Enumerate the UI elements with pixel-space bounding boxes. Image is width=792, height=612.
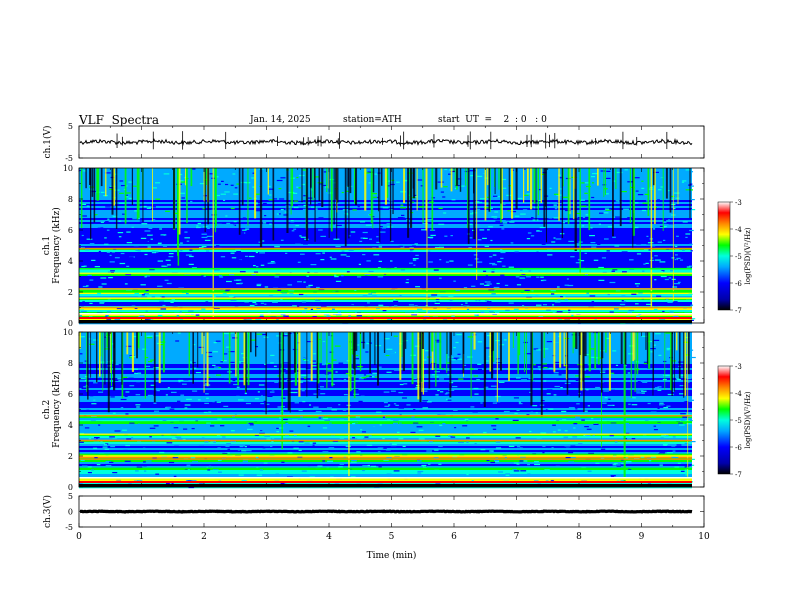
ch1-colorbar-tick-0: -3 [735, 199, 742, 207]
ch2-colorbar-tick-1: -4 [735, 390, 742, 398]
ch1-spectrogram-band-6 [79, 272, 692, 275]
ch1-waveform-trace [79, 137, 693, 147]
ch2-spectrogram-band-0 [79, 478, 692, 480]
ch2-spectrogram-band-3 [79, 455, 692, 457]
ch2-spectrogram [79, 332, 696, 489]
ch1-colorbar [717, 201, 731, 311]
ch2-colorbar-label: log(PSD)(V²/Hz) [744, 391, 752, 448]
ch3-waveform-trace [79, 509, 693, 514]
ch2-colorbar-tick-3: -6 [735, 444, 742, 452]
ch1-colorbar-tick-2: -5 [735, 253, 742, 261]
x-tick-0: 0 [76, 532, 82, 542]
ch3-ylabel: ch.3(V) [42, 495, 53, 528]
ch2-spectrogram-band-4 [79, 453, 692, 456]
ch3-waveform-ytick-tick-2: -5 [65, 523, 73, 532]
ch1-spectrogram-ytick-tick-2: 4 [68, 257, 73, 266]
ch2-spec-ylabel-line2: Frequency (kHz) [51, 371, 62, 448]
ch2-spectrogram-band-6 [79, 433, 692, 436]
ch1-spectrogram-band-7 [79, 267, 692, 270]
x-tick-6: 6 [451, 532, 457, 542]
ch1-ylabel: ch.1(V) [42, 126, 53, 159]
ch2-spectrogram-ytick-tick-1: 2 [68, 452, 73, 461]
ch1-spectrogram [79, 168, 696, 325]
ch1-waveform [79, 131, 693, 150]
ch2-spectrogram-band-2 [79, 458, 692, 460]
station-label: station=ATH [343, 115, 402, 125]
x-tick-10: 10 [698, 532, 710, 542]
x-tick-5: 5 [389, 532, 395, 542]
ch1-waveform-ytick-tick-0: 5 [68, 122, 73, 131]
ch2-spectrogram-band-8 [79, 414, 692, 417]
ch1-colorbar-tick-3: -6 [735, 280, 742, 288]
ch2-colorbar [717, 365, 731, 475]
ch2-spectrogram-ytick-tick-2: 4 [68, 421, 73, 430]
ch2-spectrogram-band-1 [79, 467, 692, 470]
ch2-spectrogram-band-7 [79, 421, 692, 423]
ch1-spectrogram-band-8 [79, 247, 692, 250]
ch1-spectrogram-ytick-tick-1: 2 [68, 288, 73, 297]
ch1-spectrogram-band-4 [79, 291, 692, 293]
ch1-spectrogram-ytick-tick-0: 0 [68, 319, 73, 328]
ch2-spectrogram-ytick-tick-0: 0 [68, 483, 73, 492]
ch3-waveform-ytick-tick-1: 0 [68, 508, 73, 517]
ch2-colorbar-tick-2: -5 [735, 417, 742, 425]
date-label: Jan. 14, 2025 [250, 115, 311, 125]
ch2-spectrogram-band-5 [79, 439, 692, 442]
ch2-colorbar-tick-4: -7 [735, 471, 742, 479]
x-tick-8: 8 [576, 532, 582, 542]
ch1-spec-ylabel-line2: Frequency (kHz) [51, 207, 62, 284]
ch1-spectrogram-ytick-tick-3: 6 [68, 226, 73, 235]
x-tick-7: 7 [514, 532, 520, 542]
x-tick-1: 1 [139, 532, 145, 542]
ch1-waveform-ytick-tick-1: -5 [65, 154, 73, 163]
ch3-waveform-ytick-tick-0: 5 [68, 492, 73, 501]
figure-title: VLF Spectra [79, 113, 160, 127]
ch1-spec-ylabel: ch.1 [42, 236, 52, 255]
ch2-colorbar-tick-0: -3 [735, 363, 742, 371]
ch1-spectrogram-band-5 [79, 288, 692, 290]
ch2-spectrogram-ytick-tick-4: 8 [68, 359, 73, 368]
ch1-spectrogram-band-3 [79, 297, 692, 299]
ch2-spectrogram-ytick-tick-5: 10 [63, 328, 73, 337]
x-tick-3: 3 [264, 532, 270, 542]
ch1-colorbar-label: log(PSD)(V²/Hz) [744, 227, 752, 284]
ch1-colorbar-tick-1: -4 [735, 226, 742, 234]
x-tick-9: 9 [639, 532, 645, 542]
ch3-waveform [79, 509, 693, 514]
ch1-spectrogram-ytick-tick-5: 10 [63, 164, 73, 173]
x-axis-label: Time (min) [367, 550, 417, 561]
ch2-spectrogram-ytick-tick-3: 6 [68, 390, 73, 399]
start-time-label: start UT = 2 : 0 : 0 [438, 115, 547, 125]
x-tick-2: 2 [201, 532, 207, 542]
ch1-spectrogram-ytick-tick-4: 8 [68, 195, 73, 204]
ch1-colorbar-tick-4: -7 [735, 307, 742, 315]
x-tick-4: 4 [326, 532, 332, 542]
ch2-spec-ylabel: ch.2 [42, 400, 52, 419]
ch1-spectrogram-band-2 [79, 306, 692, 309]
